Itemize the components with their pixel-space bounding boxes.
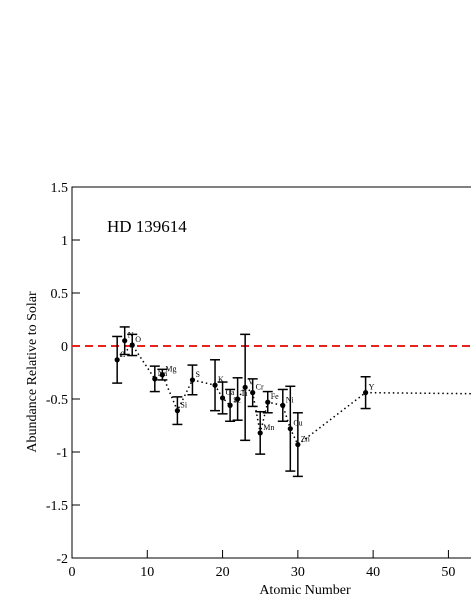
element-label: K <box>218 375 224 384</box>
data-point <box>212 382 218 388</box>
x-tick-label: 50 <box>441 565 455 580</box>
data-point <box>257 430 263 436</box>
data-point <box>152 376 158 382</box>
x-tick-label: 10 <box>140 565 154 580</box>
y-tick-label: -1 <box>56 446 68 461</box>
element-label: Fe <box>271 392 279 401</box>
element-label: Mg <box>165 365 176 374</box>
x-tick-label: 20 <box>216 565 230 580</box>
x-tick-label: 30 <box>291 565 305 580</box>
x-tick-label: 0 <box>69 565 76 580</box>
element-label: Y <box>369 383 375 392</box>
data-point <box>219 395 226 401</box>
data-point <box>122 338 128 344</box>
trend-line <box>116 343 471 446</box>
data-point <box>280 402 286 408</box>
element-label: O <box>135 335 141 344</box>
element-label: Mn <box>263 423 274 432</box>
data-point <box>189 377 196 383</box>
data-point <box>174 408 180 414</box>
y-tick-label: 1 <box>61 234 68 249</box>
element-label: V <box>248 377 254 386</box>
element-label: S <box>195 370 199 379</box>
y-tick-label: -0.5 <box>46 393 68 408</box>
data-point <box>287 426 293 432</box>
data-point <box>129 342 135 348</box>
data-point <box>250 390 256 396</box>
element-label: Si <box>180 401 187 410</box>
element-label: Cr <box>256 383 264 392</box>
y-axis-label: Abundance Relative to Solar <box>25 291 40 453</box>
data-point <box>114 357 120 363</box>
y-tick-label: 0.5 <box>51 287 69 302</box>
frame <box>71 186 471 559</box>
annotation: HD 139614 <box>107 217 187 236</box>
element-label: N <box>128 331 134 340</box>
data-point <box>159 372 165 378</box>
data-point <box>363 390 369 396</box>
data-point <box>242 384 248 390</box>
data-point <box>235 396 241 402</box>
data-point <box>227 402 233 408</box>
x-tick-label: 40 <box>366 565 380 580</box>
element-label: Zn <box>301 435 310 444</box>
y-tick-label: 1.5 <box>51 181 69 196</box>
y-tick-label: 0 <box>61 340 68 355</box>
data-point <box>295 441 301 448</box>
x-axis-label: Atomic Number <box>259 583 351 598</box>
data-point <box>265 399 271 405</box>
y-tick-label: -2 <box>56 552 68 567</box>
y-tick-label: -1.5 <box>46 499 68 514</box>
